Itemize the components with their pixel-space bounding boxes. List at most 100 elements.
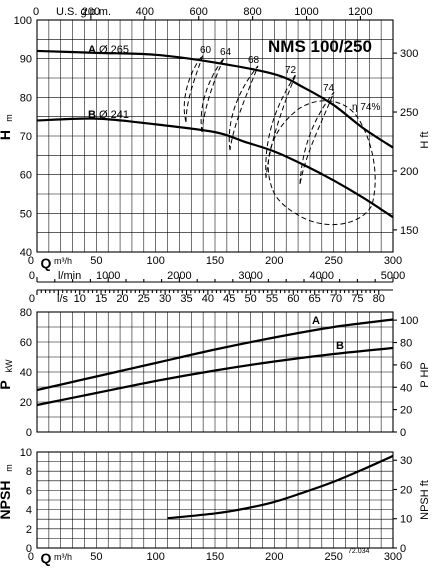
ls-tick: 15 [95, 293, 107, 305]
efficiency-label: η 74% [352, 102, 380, 113]
ls-tick: 20 [116, 293, 128, 305]
npsh-axis-label: NPSH [0, 481, 13, 520]
npsh-m-tick: 0 [26, 543, 32, 555]
p-kw-tick: 20 [20, 397, 32, 409]
h-m-tick: 100 [14, 15, 32, 27]
efficiency-contour [265, 73, 297, 179]
p-hp-tick: 60 [400, 360, 412, 372]
p-hp-tick: 100 [400, 315, 418, 327]
q-tick-bottom: 50 [90, 551, 102, 563]
h-axis-label: H [0, 130, 13, 140]
p-axis-label: P [0, 380, 13, 389]
gpm-tick: 400 [136, 6, 154, 18]
lmin-tick: 2000 [167, 270, 191, 282]
power-curve-b [36, 346, 394, 407]
npsh-ft-tick: 10 [400, 514, 412, 526]
h-axis-unit: m [4, 114, 14, 122]
npsh-m-tick: 6 [26, 485, 32, 497]
gpm-tick: 1200 [348, 6, 372, 18]
gpm-axis-label: U.S. g.p.m. [56, 6, 111, 18]
p-hp-tick: 80 [400, 338, 412, 350]
h-ft-tick: 250 [400, 107, 418, 119]
ls-tick: 10 [74, 293, 86, 305]
gpm-tick: 0 [33, 6, 39, 18]
lmin-tick: 5000 [381, 270, 405, 282]
p-hp-tick: 20 [400, 405, 412, 417]
lmin-tick: 3000 [238, 270, 262, 282]
npsh-ft-tick: 20 [400, 484, 412, 496]
efficiency-contour [200, 57, 225, 133]
npsh-m-tick: 2 [26, 524, 32, 536]
head-curve-b [36, 117, 394, 219]
lmin-tick: 4000 [310, 270, 334, 282]
efficiency-label: 68 [248, 55, 260, 66]
q-tick-bottom: 150 [206, 551, 224, 563]
ls-tick: 45 [223, 293, 235, 305]
q-axis-unit-bottom: m³/h [54, 552, 72, 562]
q-tick-bottom: 100 [146, 551, 164, 563]
gpm-tick: 200 [82, 6, 100, 18]
power-frame [36, 311, 394, 433]
npsh-axis-unit: m [4, 464, 14, 472]
h-m-tick: 80 [20, 92, 32, 104]
power-b-label: B [336, 340, 344, 352]
ls-tick: 0 [29, 293, 35, 305]
ls-tick: 25 [138, 293, 150, 305]
power-a-label: A [312, 315, 320, 327]
chart-title: NMS 100/250 [268, 37, 372, 56]
p-hp-tick: 0 [400, 427, 406, 439]
q-tick-bottom: 300 [384, 551, 402, 563]
q-tick: 50 [90, 255, 102, 267]
curve-a-label: A [88, 44, 96, 56]
lmin-axis-label: l/min [58, 270, 81, 282]
q-tick: 0 [28, 255, 34, 267]
h-ft-tick: 200 [400, 166, 418, 178]
ls-axis-label: l/s [57, 293, 69, 305]
ls-tick: 40 [202, 293, 214, 305]
npsh-m-tick: 8 [26, 466, 32, 478]
h-m-tick: 50 [20, 208, 32, 220]
q-axis-label: Q [41, 255, 52, 271]
ls-tick: 50 [244, 293, 256, 305]
efficiency-label: 60 [200, 45, 212, 56]
q-tick: 300 [384, 255, 402, 267]
head-curve-a [36, 49, 394, 149]
p-kw-tick: 0 [26, 427, 32, 439]
q-tick-bottom: 200 [265, 551, 283, 563]
h-m-tick: 40 [20, 247, 32, 259]
q-axis-unit: m³/h [54, 256, 72, 266]
ls-tick: 70 [330, 293, 342, 305]
npsh-ft-axis-label: NPSH ft [419, 480, 431, 520]
npsh-m-tick: 10 [20, 447, 32, 459]
q-tick: 250 [324, 255, 342, 267]
ls-tick: 30 [159, 293, 171, 305]
gpm-tick: 1000 [294, 6, 318, 18]
npsh-ft-tick: 30 [400, 455, 412, 467]
p-kw-tick: 80 [20, 307, 32, 319]
ls-tick: 35 [180, 293, 192, 305]
p-axis-unit: kW [4, 359, 14, 373]
h-ft-tick: 300 [400, 48, 418, 60]
efficiency-contour [228, 65, 259, 151]
ls-tick: 80 [373, 293, 385, 305]
ls-tick: 65 [309, 293, 321, 305]
efficiency-contour [299, 91, 335, 185]
npsh-curve [167, 454, 394, 520]
efficiency-label: 64 [220, 47, 232, 58]
lmin-tick: 0 [29, 270, 35, 282]
p-hp-tick: 40 [400, 382, 412, 394]
efficiency-label: 72 [285, 65, 297, 76]
ls-tick: 55 [266, 293, 278, 305]
q-tick: 200 [265, 255, 283, 267]
q-tick-bottom: 250 [324, 551, 342, 563]
q-axis-label-bottom: Q [41, 550, 52, 566]
p-kw-tick: 60 [20, 337, 32, 349]
h-m-tick: 60 [20, 170, 32, 182]
curve-b-diameter: Ø 241 [99, 109, 129, 121]
h-m-tick: 90 [20, 54, 32, 66]
p-hp-axis-label: P HP [419, 362, 431, 387]
npsh-m-tick: 4 [26, 505, 32, 517]
q-tick-bottom: 0 [28, 551, 34, 563]
npsh-ft-tick: 0 [400, 543, 406, 555]
